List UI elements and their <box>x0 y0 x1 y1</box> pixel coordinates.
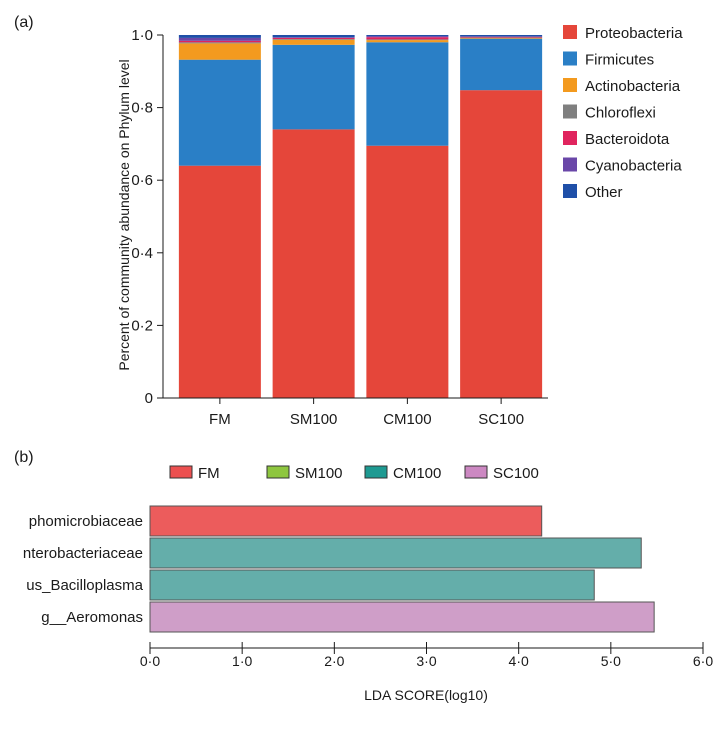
legend-swatch <box>563 157 577 172</box>
bar-cyanobacteria-sm100 <box>272 37 355 38</box>
x-axis-label: LDA SCORE(log10) <box>364 687 488 703</box>
bar-proteobacteria-fm <box>178 165 261 398</box>
x-tick-label: FM <box>209 411 231 428</box>
x-tick-label: 5·0 <box>601 653 621 669</box>
bars-group <box>178 35 543 399</box>
axes-group: 0·0 1·0 2·0 3·0 4·0 5·0 6·0 <box>140 642 713 669</box>
legend-label: Other <box>585 184 623 201</box>
bar-firmicutes-cm100 <box>366 42 449 146</box>
lda-bar-fm <box>149 505 543 537</box>
y-tick-label: 0·6 <box>131 172 153 189</box>
bar-bacteroidota-sm100 <box>272 37 355 39</box>
bar-cyanobacteria-fm <box>178 37 261 41</box>
bar-bacteroidota-fm <box>178 40 261 43</box>
bar-proteobacteria-cm100 <box>366 145 449 398</box>
legend-label: Actinobacteria <box>585 78 681 95</box>
x-tick-label: 2·0 <box>324 653 344 669</box>
bar-category-label: us_Bacilloplasma <box>26 577 143 594</box>
bar-bacteroidota-sc100 <box>460 36 543 38</box>
bar-other-fm <box>178 35 261 38</box>
bar-chloroflexi-sm100 <box>272 38 355 40</box>
bar-firmicutes-sm100 <box>272 44 355 130</box>
x-tick-label: 6·0 <box>693 653 713 669</box>
legend-swatch <box>169 465 193 479</box>
bar-other-cm100 <box>366 35 449 37</box>
legend: Proteobacteria Firmicutes Actinobacteria Ch… <box>563 25 683 201</box>
axes-group: FM SM100 CM100 SC100 0 0·2 0·4 0·6 0·8 1·0 <box>131 27 548 428</box>
panel-label-a: (a) <box>14 14 34 31</box>
legend-label: FM <box>198 465 220 482</box>
legend-swatch <box>563 25 577 39</box>
legend-label: Firmicutes <box>585 52 654 69</box>
legend-label: Cyanobacteria <box>585 158 682 175</box>
x-tick-label: SM100 <box>290 411 338 428</box>
bar-proteobacteria-sc100 <box>460 90 543 399</box>
bar-actinobacteria-sm100 <box>272 39 355 45</box>
y-tick-label: 0·4 <box>131 245 153 262</box>
legend-label: SM100 <box>295 465 343 482</box>
bar-category-label: phomicrobiaceae <box>29 513 143 530</box>
y-tick-label: 0·8 <box>131 100 153 117</box>
bar-category-label: g__Aeromonas <box>41 609 143 626</box>
legend-label: SC100 <box>493 465 539 482</box>
y-tick-label: 0·2 <box>131 317 153 334</box>
legend-swatch <box>563 131 577 145</box>
legend-swatch <box>464 465 488 479</box>
bar-chloroflexi-cm100 <box>366 39 449 41</box>
legend-swatch <box>266 465 290 479</box>
legend-label: Proteobacteria <box>585 25 683 42</box>
panel-label-b: (b) <box>14 449 34 466</box>
bar-firmicutes-fm <box>178 59 261 166</box>
x-tick-label: 1·0 <box>232 653 252 669</box>
bar-actinobacteria-fm <box>178 43 261 60</box>
bar-actinobacteria-sc100 <box>460 37 543 39</box>
bar-chloroflexi-fm <box>178 42 261 44</box>
legend-swatch <box>364 465 388 479</box>
x-tick-label: 0·0 <box>140 653 160 669</box>
x-tick-label: SC100 <box>478 411 524 428</box>
x-tick-label: 4·0 <box>509 653 529 669</box>
legend: FM SM100 CM100 SC100 <box>169 465 539 482</box>
lda-bar-cm100 <box>149 537 642 569</box>
bar-cyanobacteria-cm100 <box>366 36 449 38</box>
y-axis-label: Percent of community abundance on Phylum… <box>116 59 132 370</box>
lda-bar-cm100 <box>149 569 595 601</box>
bar-proteobacteria-sm100 <box>272 129 355 398</box>
bar-bacteroidota-cm100 <box>366 37 449 40</box>
legend-label: CM100 <box>393 465 441 482</box>
bar-actinobacteria-cm100 <box>366 40 449 43</box>
legend-label: Bacteroidota <box>585 131 670 148</box>
bar-category-label: nterobacteriaceae <box>23 545 143 562</box>
y-tick-label: 1·0 <box>131 27 153 44</box>
lda-bar-sc100 <box>149 601 655 633</box>
legend-swatch <box>563 51 577 66</box>
bar-other-sc100 <box>460 35 543 37</box>
legend-label: Chloroflexi <box>585 105 656 122</box>
legend-swatch <box>563 104 577 119</box>
bar-other-sm100 <box>272 35 355 38</box>
stacked-bar-chart: Percent of community abundance on Phylum… <box>116 25 683 428</box>
bars-group: phomicrobiaceae nterobacteriaceae us_Bacil… <box>23 505 655 633</box>
legend-swatch <box>563 78 577 92</box>
lda-bar-chart: FM SM100 CM100 SC100 phomicrobiaceae nteroba… <box>23 465 713 703</box>
bar-firmicutes-sc100 <box>460 38 543 91</box>
legend-swatch <box>563 184 577 198</box>
y-tick-label: 0 <box>145 390 153 407</box>
x-tick-label: CM100 <box>383 411 431 428</box>
x-tick-label: 3·0 <box>416 653 436 669</box>
